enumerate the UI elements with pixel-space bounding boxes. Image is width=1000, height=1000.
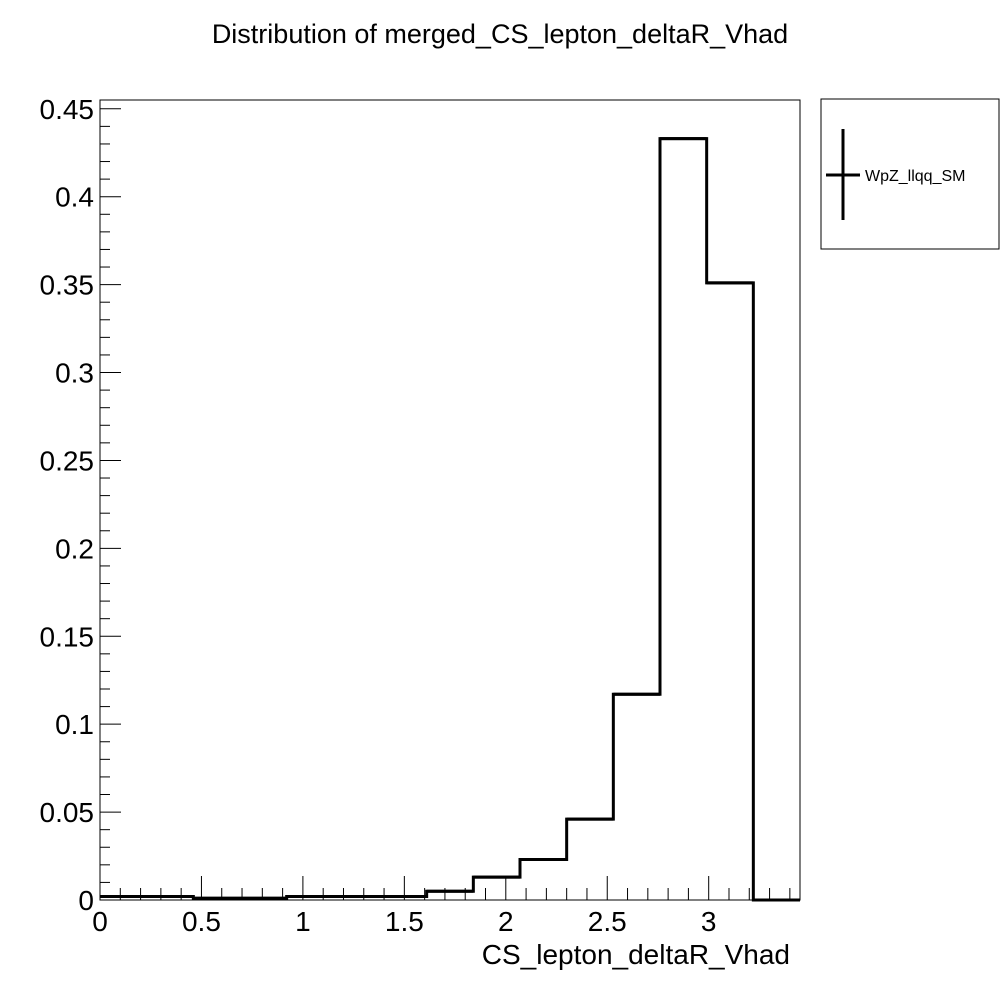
y-tick-label: 0.1 (55, 709, 94, 740)
y-tick-label: 0.35 (40, 270, 95, 301)
y-axis: 0 0.05 0.1 0.15 0.2 0.25 0.3 0.35 0.4 0.45 (40, 94, 121, 916)
legend: WpZ_llqq_SM (820, 98, 1000, 250)
chart-title: Distribution of merged_CS_lepton_deltaR_… (212, 19, 788, 49)
x-tick-label: 2.5 (588, 906, 627, 937)
x-tick-label: 3 (701, 906, 717, 937)
x-axis: 0 0.5 1 1.5 2 2.5 3 (92, 876, 791, 937)
x-tick-label: 0 (92, 906, 108, 937)
x-tick-label: 2 (498, 906, 514, 937)
y-tick-label: 0.15 (40, 621, 95, 652)
y-tick-label: 0.45 (40, 94, 95, 125)
x-tick-label: 0.5 (182, 906, 221, 937)
series-group (100, 137, 800, 902)
x-axis-label: CS_lepton_deltaR_Vhad (482, 939, 790, 970)
x-tick-label: 1 (295, 906, 311, 937)
y-tick-label: 0.2 (55, 533, 94, 564)
y-tick-label: 0.05 (40, 797, 95, 828)
y-tick-label: 0.4 (55, 182, 94, 213)
histogram-step-line (100, 137, 800, 902)
y-tick-label: 0 (78, 885, 94, 916)
legend-entry-label: WpZ_llqq_SM (865, 168, 965, 185)
y-tick-label: 0.25 (40, 445, 95, 476)
y-tick-label: 0.3 (55, 358, 94, 389)
plot-area-border (99, 99, 801, 901)
plot-frame (99, 99, 801, 901)
x-tick-label: 1.5 (385, 906, 424, 937)
